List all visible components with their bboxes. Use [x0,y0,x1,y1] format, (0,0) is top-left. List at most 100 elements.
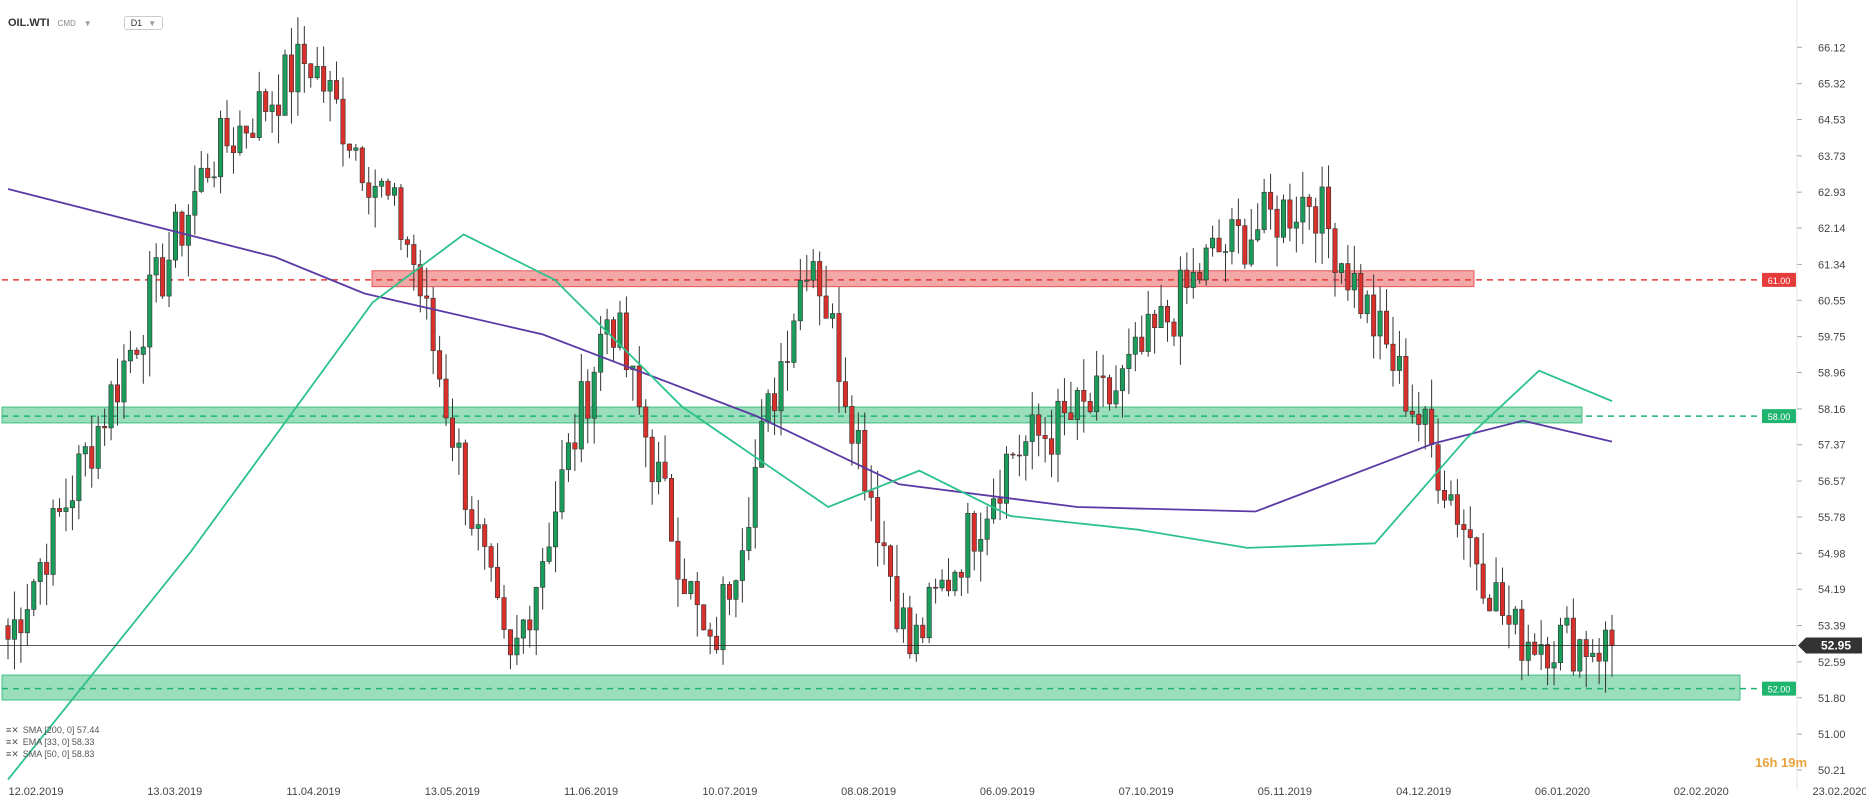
candle-body [1577,639,1583,672]
candle-body [720,584,726,651]
indicator-settings-icon[interactable]: ≡✕ [6,737,19,747]
candle-body [746,527,752,551]
candle-body [308,63,314,79]
candle-body [185,214,191,246]
candle-body [1068,412,1074,421]
x-tick-label: 06.09.2019 [980,786,1035,798]
candle-body [282,54,288,116]
candle-body [1197,272,1203,281]
candle-body [958,571,964,578]
candle-body [611,319,617,348]
candle-body [115,384,121,403]
candle-body [1016,454,1022,457]
candle-body [359,147,365,184]
candle-body [900,607,906,630]
indicator-settings-icon[interactable]: ≡✕ [6,749,19,759]
candle-body [1384,310,1390,345]
candle-body [430,297,436,351]
candle-body [862,429,868,492]
candle-body [881,542,887,547]
candle-body [1487,597,1493,612]
candle-body [1306,196,1312,207]
candle-body [1165,306,1171,323]
candle-body [50,508,56,575]
indicator-sma200[interactable]: ≡✕ SMA [200, 0] 57.44 [6,725,100,735]
candle-body [340,98,346,145]
candle-body [1506,615,1512,625]
candle-body [218,117,224,178]
candle-body [1023,441,1029,456]
candle-body [321,66,327,92]
candle-body [192,191,198,216]
candle-body [153,257,159,276]
candle-body [598,333,604,373]
level-badge [1762,681,1796,696]
candle-body [1596,652,1602,662]
ema33-line [7,233,1613,781]
x-tick-label: 08.08.2019 [841,786,896,798]
candle-body [295,43,301,93]
candle-body [662,461,668,479]
candle-body [1371,294,1377,337]
candle-body [1100,375,1106,378]
indicator-sma50[interactable]: ≡✕ SMA [50, 0] 58.83 [6,749,95,759]
candle-body [243,125,249,134]
candle-body [11,619,17,640]
candle-body [1293,221,1299,229]
candle-body [842,381,848,407]
instrument-symbol[interactable]: OIL.WTI [8,17,50,29]
indicator-ema33[interactable]: ≡✕ EMA [33, 0] 58.33 [6,737,95,747]
candle-body [1203,247,1209,281]
y-tick-label: 55.78 [1818,512,1846,524]
candle-body [179,211,185,246]
candle-body [1590,652,1596,657]
indicator-settings-icon[interactable]: ≡✕ [6,725,19,735]
candle-body [18,619,24,634]
candle-body [89,446,95,469]
candle-body [1525,641,1531,661]
candle-body [230,145,236,154]
candle-body [1480,563,1486,599]
level-zone [1,674,1741,701]
candle-body [1029,414,1035,442]
y-tick-label: 54.19 [1818,584,1846,596]
candle-body [1061,400,1067,414]
y-tick-label: 60.55 [1818,295,1846,307]
candle-body [1364,294,1370,315]
candle-body [1268,191,1274,210]
candle-body [565,442,571,470]
candle-body [1242,225,1248,265]
candle-body [1255,229,1261,241]
candle-body [121,360,127,403]
candle-body [263,91,269,112]
x-tick-label: 12.02.2019 [8,786,63,798]
candle-body [366,182,372,198]
candle-body [1583,639,1589,657]
candle-body [572,442,578,450]
candle-body [1532,641,1538,655]
x-tick-label: 02.02.2020 [1674,786,1729,798]
candle-body [913,624,919,655]
candle-body [1036,414,1042,436]
candle-body [784,361,790,363]
candle-body [95,426,101,469]
candle-body [1416,413,1422,425]
candle-body [1010,453,1016,456]
candle-body [37,562,43,582]
candle-body [1074,389,1080,421]
candle-body [514,637,520,656]
candle-body [392,187,398,196]
chevron-down-icon[interactable]: ▼ [83,18,92,28]
candle-body [733,580,739,600]
candle-body [237,125,243,154]
candle-body [984,518,990,540]
candle-body [855,429,861,444]
candle-body [907,607,913,655]
candle-body [585,381,591,419]
y-tick-label: 62.14 [1818,223,1846,235]
candle-body [952,571,958,592]
candle-body [1003,453,1009,504]
timeframe-select[interactable]: D1 ▼ [123,16,164,30]
x-tick-label: 11.06.2019 [564,786,618,798]
